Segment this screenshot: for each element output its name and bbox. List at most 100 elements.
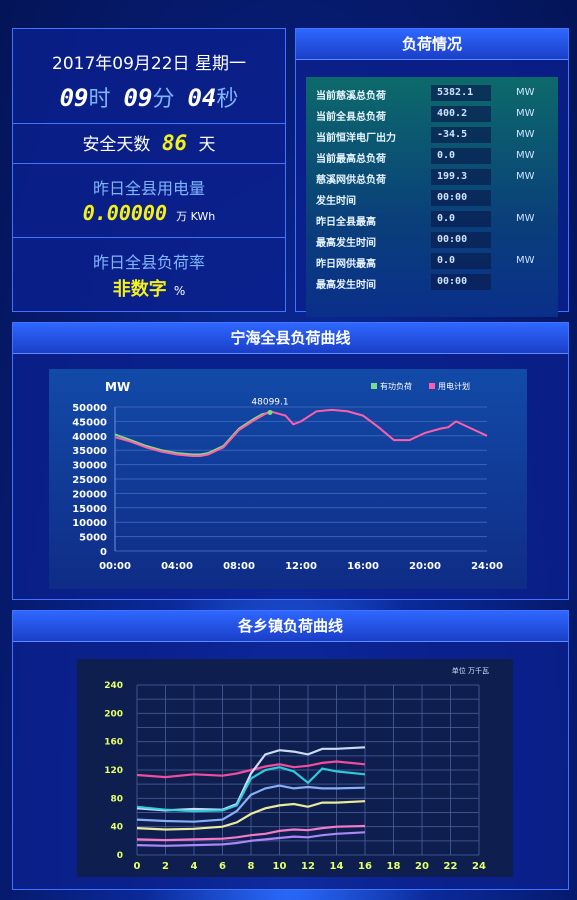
time-display: 09时 09分 04秒	[13, 81, 285, 113]
load-panel: 负荷情况 当前慈溪总负荷 5382.1 MW 当前全县总负荷 400.2 MW 当前恒洋电厂…	[295, 28, 569, 317]
series-line-1	[114, 408, 488, 457]
hour-unit: 时	[88, 87, 111, 112]
load-row-value: 199.3	[431, 169, 491, 185]
date-line: 2017年09月22日 星期一	[52, 54, 246, 74]
x-tick-label: 6	[219, 861, 226, 872]
load-rate-cell: 昨日全县负荷率 非数字 %	[13, 237, 285, 311]
x-tick-label: 4	[191, 861, 198, 872]
legend-swatch	[429, 383, 435, 389]
y-tick-label: 240	[104, 681, 123, 691]
second-value: 04	[187, 84, 217, 112]
x-tick-label: 14	[330, 861, 344, 872]
x-tick-label: 04:00	[161, 561, 193, 572]
y-tick-label: 20000	[72, 489, 107, 500]
usage-cell: 昨日全县用电量 0.00000 万 KWh	[13, 163, 285, 238]
legend-swatch	[371, 383, 377, 389]
load-row-value: 00:00	[431, 232, 491, 248]
load-row-unit: MW	[516, 255, 535, 266]
x-tick-label: 24:00	[471, 561, 503, 572]
x-tick-label: 16	[358, 861, 372, 872]
x-tick-label: 00:00	[99, 561, 131, 572]
load-row-unit: MW	[516, 87, 535, 98]
legend-label: 有功负荷	[380, 381, 412, 391]
x-tick-label: 20:00	[409, 561, 441, 572]
load-row: 当前全县总负荷 400.2 MW	[306, 104, 558, 125]
y-tick-label: 0	[117, 851, 123, 861]
load-row: 最高发生时间 00:00	[306, 272, 558, 293]
y-tick-label: 5000	[79, 533, 107, 544]
load-row-name: 当前恒洋电厂出力	[316, 133, 396, 144]
x-tick-label: 16:00	[347, 561, 379, 572]
load-panel-title: 负荷情况	[296, 29, 568, 60]
load-row: 当前慈溪总负荷 5382.1 MW	[306, 83, 558, 104]
town-chart-title: 各乡镇负荷曲线	[13, 611, 568, 642]
y-tick-label: 0	[100, 547, 107, 558]
load-row-name: 发生时间	[316, 196, 356, 207]
safety-days-unit: 天	[198, 135, 216, 155]
load-row-name: 最高发生时间	[316, 238, 376, 249]
peak-label: 48099.1	[251, 397, 288, 407]
y-tick-label: 15000	[72, 504, 107, 515]
y-tick-label: 40	[110, 823, 123, 833]
load-row-unit: MW	[516, 150, 535, 161]
load-row: 当前最高总负荷 0.0 MW	[306, 146, 558, 167]
series-line-2	[136, 766, 366, 813]
load-row-name: 当前全县总负荷	[316, 112, 386, 123]
load-row-name: 最高发生时间	[316, 280, 376, 291]
usage-unit: 万 KWh	[176, 210, 216, 223]
load-row-name: 慈溪网供总负荷	[316, 175, 386, 186]
load-row-name: 昨日网供最高	[316, 259, 376, 270]
load-row-unit: MW	[516, 108, 535, 119]
series-line-3	[136, 784, 366, 823]
load-row: 当前恒洋电厂出力 -34.5 MW	[306, 125, 558, 146]
x-tick-label: 2	[162, 861, 169, 872]
y-tick-label: 160	[104, 738, 123, 748]
usage-label: 昨日全县用电量	[92, 179, 205, 198]
load-row-value: 00:00	[431, 274, 491, 290]
clock-cell: 2017年09月22日 星期一 09时 09分 04秒	[13, 29, 285, 124]
county-load-chart: MW 0 5000 10000 15000 20000 25000 30000 35000 40…	[49, 369, 527, 589]
minute-unit: 分	[152, 87, 175, 112]
y-tick-label: 200	[104, 709, 123, 719]
x-tick-label: 8	[248, 861, 255, 872]
safety-days-value: 86	[161, 131, 188, 155]
town-chart-panel: 各乡镇负荷曲线 0 40 80 120 160 200 240 0 2 4 6 8 10 12 14 16 18…	[12, 610, 569, 890]
safety-label: 安全天数	[82, 135, 151, 155]
load-row-value: 0.0	[431, 148, 491, 164]
y-tick-label: 30000	[72, 461, 107, 472]
load-rate-label: 昨日全县负荷率	[92, 253, 205, 272]
hour-value: 09	[59, 84, 89, 112]
load-row-value: 0.0	[431, 253, 491, 269]
usage-value-line: 0.00000 万 KWh	[13, 201, 285, 225]
x-tick-label: 18	[387, 861, 401, 872]
y-tick-label: 50000	[72, 403, 107, 414]
load-rate-unit: %	[173, 284, 186, 298]
load-row: 最高发生时间 00:00	[306, 230, 558, 251]
usage-value: 0.00000	[82, 201, 168, 225]
y-tick-label: 80	[110, 794, 123, 804]
load-rate-value-line: 非数字 %	[13, 275, 285, 301]
safety-days-cell: 安全天数 86 天	[13, 123, 285, 164]
x-tick-label: 12:00	[285, 561, 317, 572]
load-row-name: 当前慈溪总负荷	[316, 91, 386, 102]
load-row: 昨日全县最高 0.0 MW	[306, 209, 558, 230]
y-tick-label: 25000	[72, 475, 107, 486]
load-row-name: 当前最高总负荷	[316, 154, 386, 165]
y-tick-label: 45000	[72, 417, 107, 428]
x-tick-label: 22	[444, 861, 458, 872]
county-chart-title: 宁海全县负荷曲线	[13, 323, 568, 354]
series-line-0	[114, 411, 271, 456]
y-axis-label: MW	[105, 380, 130, 394]
y-tick-label: 40000	[72, 432, 107, 443]
series-line-0	[136, 760, 366, 779]
load-row: 发生时间 00:00	[306, 188, 558, 209]
load-row-unit: MW	[516, 129, 535, 140]
load-row: 慈溪网供总负荷 199.3 MW	[306, 167, 558, 188]
y-tick-label: 10000	[72, 518, 107, 529]
load-row-value: 0.0	[431, 211, 491, 227]
load-row-value: 400.2	[431, 106, 491, 122]
peak-point	[267, 409, 273, 415]
series-line-6	[136, 831, 366, 847]
x-tick-label: 0	[134, 861, 141, 872]
